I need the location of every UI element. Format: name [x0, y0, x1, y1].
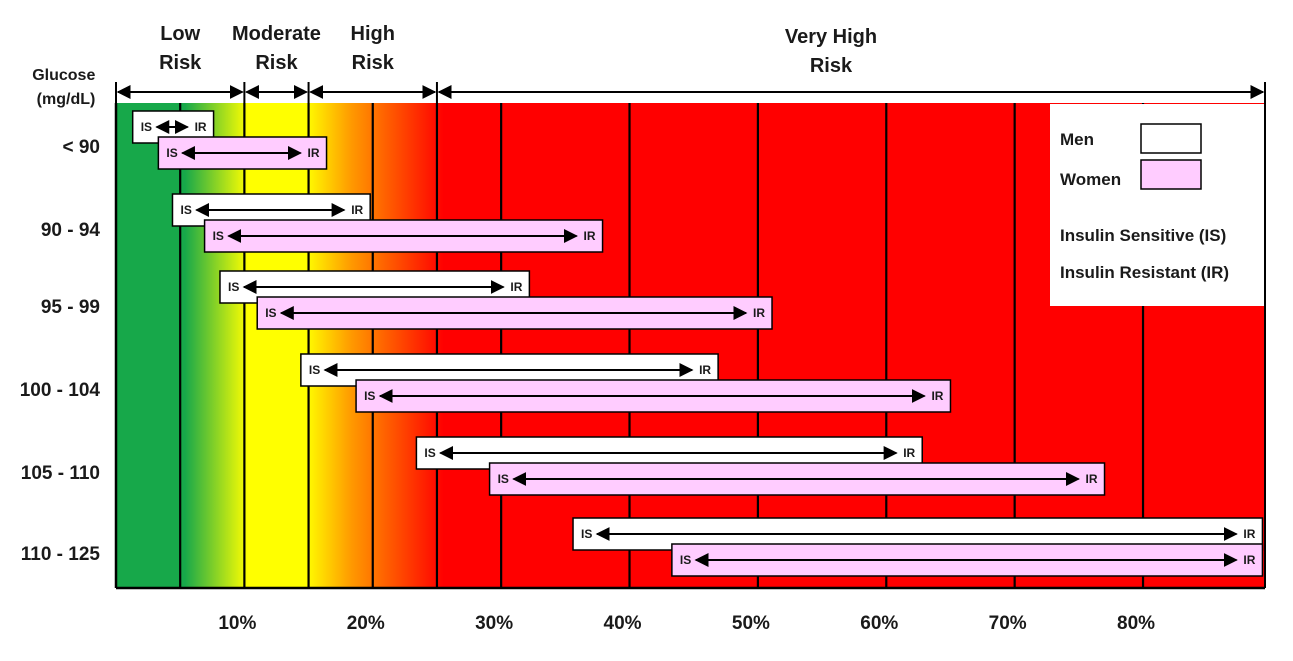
risk-zone-label: Risk	[159, 52, 202, 74]
x-tick-label: 10%	[218, 613, 256, 634]
risk-zone-label: Low	[160, 23, 200, 45]
legend-label-women: Women	[1060, 170, 1121, 189]
bar-label-is: IS	[180, 203, 191, 217]
risk-zone-label: High	[351, 23, 395, 45]
bar-label-ir: IR	[1243, 553, 1255, 567]
y-category-label: 110 - 125	[21, 544, 101, 565]
y-category-label: 95 - 99	[41, 297, 100, 318]
bar-label-ir: IR	[753, 306, 765, 320]
bar-label-ir: IR	[510, 280, 522, 294]
risk-zone-label: Moderate	[232, 23, 321, 45]
bar-label-is: IS	[265, 306, 276, 320]
bar-label-is: IS	[680, 553, 691, 567]
risk-zone-label: Risk	[352, 52, 395, 74]
bar-label-ir: IR	[351, 203, 363, 217]
bar-label-ir: IR	[903, 446, 915, 460]
legend-swatch-men	[1140, 123, 1202, 154]
bar-label-ir: IR	[584, 229, 596, 243]
x-tick-label: 50%	[732, 613, 770, 634]
legend-swatch-women	[1140, 159, 1202, 190]
risk-zone-label: Very High	[785, 26, 877, 48]
bar-label-ir: IR	[699, 363, 711, 377]
bar-label-ir: IR	[1086, 472, 1098, 486]
bar-label-is: IS	[213, 229, 224, 243]
bar-label-is: IS	[228, 280, 239, 294]
bar-label-is: IS	[166, 146, 177, 160]
bar-label-is: IS	[141, 120, 152, 134]
axes	[114, 103, 1266, 590]
risk-zone-header: Low Risk Moderate Risk High Risk Very High Risk	[115, 23, 1266, 103]
bar-label-is: IS	[309, 363, 320, 377]
legend-note-insulin-resistant: Insulin Resistant (IR)	[1060, 263, 1229, 282]
y-category-label: 100 - 104	[20, 380, 101, 401]
y-category-label: 105 - 110	[21, 463, 100, 484]
risk-zone-label: Risk	[810, 55, 853, 77]
x-tick-label: 20%	[347, 613, 385, 634]
x-tick-label: 30%	[475, 613, 513, 634]
bar-label-ir: IR	[308, 146, 320, 160]
x-tick-label: 70%	[989, 613, 1027, 634]
y-axis-title: Glucose (mg/dL)	[32, 67, 100, 108]
y-category-label: < 90	[62, 137, 100, 158]
x-tick-label: 60%	[860, 613, 898, 634]
legend-label-men: Men	[1060, 130, 1094, 149]
risk-zone-label: Risk	[255, 52, 298, 74]
x-tick-label: 40%	[604, 613, 642, 634]
x-tick-label: 80%	[1117, 613, 1155, 634]
bar-label-ir: IR	[931, 389, 943, 403]
bars: IS IR IS IR IS IR IS IR IS IR IS IR IS IR IS IR IS IR IS IR…	[131, 110, 1264, 577]
y-axis-labels: < 90 90 - 94 95 - 99 100 - 104 105 - 110 110 …	[20, 137, 101, 565]
bar-label-is: IS	[581, 527, 592, 541]
bar-label-is: IS	[498, 472, 509, 486]
legend-note-insulin-sensitive: Insulin Sensitive (IS)	[1060, 226, 1226, 245]
bar-label-ir: IR	[195, 120, 207, 134]
bar-label-is: IS	[364, 389, 375, 403]
bar-label-ir: IR	[1243, 527, 1255, 541]
gridlines	[179, 103, 1145, 588]
legend: Men Women Insulin Sensitive (IS) Insulin…	[1050, 104, 1264, 306]
bar-label-is: IS	[424, 446, 435, 460]
x-axis-tick-labels: 10% 20% 30% 40% 50% 60% 70% 80%	[218, 613, 1155, 634]
y-category-label: 90 - 94	[41, 220, 101, 241]
